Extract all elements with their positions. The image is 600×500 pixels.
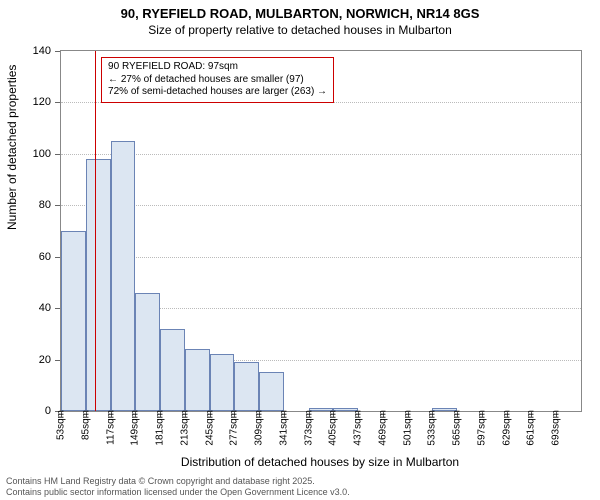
plot-area: 90 RYEFIELD ROAD: 97sqm ← 27% of detache… <box>60 50 582 412</box>
x-tick-label: 533sqm <box>427 410 438 446</box>
footer-line-2: Contains public sector information licen… <box>6 487 350 498</box>
x-tick-label: 501sqm <box>402 410 413 446</box>
x-tick-label: 565sqm <box>452 410 463 446</box>
callout-line-1: 90 RYEFIELD ROAD: 97sqm <box>108 61 327 74</box>
y-tick-label: 120 <box>21 96 51 108</box>
y-tick-label: 60 <box>21 251 51 263</box>
histogram-bar <box>86 159 111 411</box>
y-tick <box>55 205 60 206</box>
y-tick-label: 140 <box>21 45 51 57</box>
gridline <box>61 205 581 206</box>
chart-container: 90, RYEFIELD ROAD, MULBARTON, NORWICH, N… <box>0 0 600 500</box>
y-axis-title: Number of detached properties <box>5 65 19 230</box>
callout-line-2: ← 27% of detached houses are smaller (97… <box>108 74 327 87</box>
footer-line-1: Contains HM Land Registry data © Crown c… <box>6 476 350 487</box>
x-tick-label: 309sqm <box>254 410 265 446</box>
y-tick <box>55 360 60 361</box>
y-tick <box>55 154 60 155</box>
histogram-bar <box>111 141 136 411</box>
histogram-bar <box>185 349 210 411</box>
x-tick-label: 85sqm <box>80 410 91 440</box>
y-tick <box>55 51 60 52</box>
x-tick-label: 149sqm <box>130 410 141 446</box>
histogram-bar <box>61 231 86 411</box>
x-tick-label: 117sqm <box>105 410 116 445</box>
y-tick-label: 100 <box>21 148 51 160</box>
x-tick-label: 277sqm <box>229 410 240 446</box>
x-tick-label: 213sqm <box>179 410 190 446</box>
y-tick-label: 80 <box>21 199 51 211</box>
histogram-bar <box>210 354 235 411</box>
gridline <box>61 154 581 155</box>
chart-subtitle: Size of property relative to detached ho… <box>0 23 600 37</box>
histogram-bar <box>259 372 284 411</box>
y-tick <box>55 102 60 103</box>
chart-title: 90, RYEFIELD ROAD, MULBARTON, NORWICH, N… <box>0 0 600 23</box>
x-tick-label: 629sqm <box>501 410 512 446</box>
x-tick-label: 597sqm <box>476 410 487 446</box>
x-tick-label: 53sqm <box>56 410 67 440</box>
x-tick-label: 469sqm <box>377 410 388 446</box>
x-axis-title: Distribution of detached houses by size … <box>60 455 580 469</box>
gridline <box>61 257 581 258</box>
histogram-bar <box>234 362 259 411</box>
footer: Contains HM Land Registry data © Crown c… <box>6 476 350 498</box>
x-tick-label: 181sqm <box>155 410 166 446</box>
gridline <box>61 102 581 103</box>
reference-line <box>95 51 96 411</box>
histogram-bar <box>160 329 185 411</box>
x-tick-label: 437sqm <box>353 410 364 446</box>
y-tick-label: 20 <box>21 354 51 366</box>
x-tick-label: 661sqm <box>526 410 537 446</box>
histogram-bar <box>135 293 160 411</box>
y-tick <box>55 308 60 309</box>
y-tick-label: 0 <box>21 405 51 417</box>
x-tick-label: 245sqm <box>204 410 215 446</box>
x-tick-label: 693sqm <box>551 410 562 446</box>
x-tick-label: 373sqm <box>303 410 314 446</box>
y-tick-label: 40 <box>21 302 51 314</box>
y-tick <box>55 257 60 258</box>
x-tick-label: 341sqm <box>278 410 289 446</box>
x-tick-label: 405sqm <box>328 410 339 446</box>
callout-line-3: 72% of semi-detached houses are larger (… <box>108 86 327 99</box>
callout-box: 90 RYEFIELD ROAD: 97sqm ← 27% of detache… <box>101 57 334 103</box>
